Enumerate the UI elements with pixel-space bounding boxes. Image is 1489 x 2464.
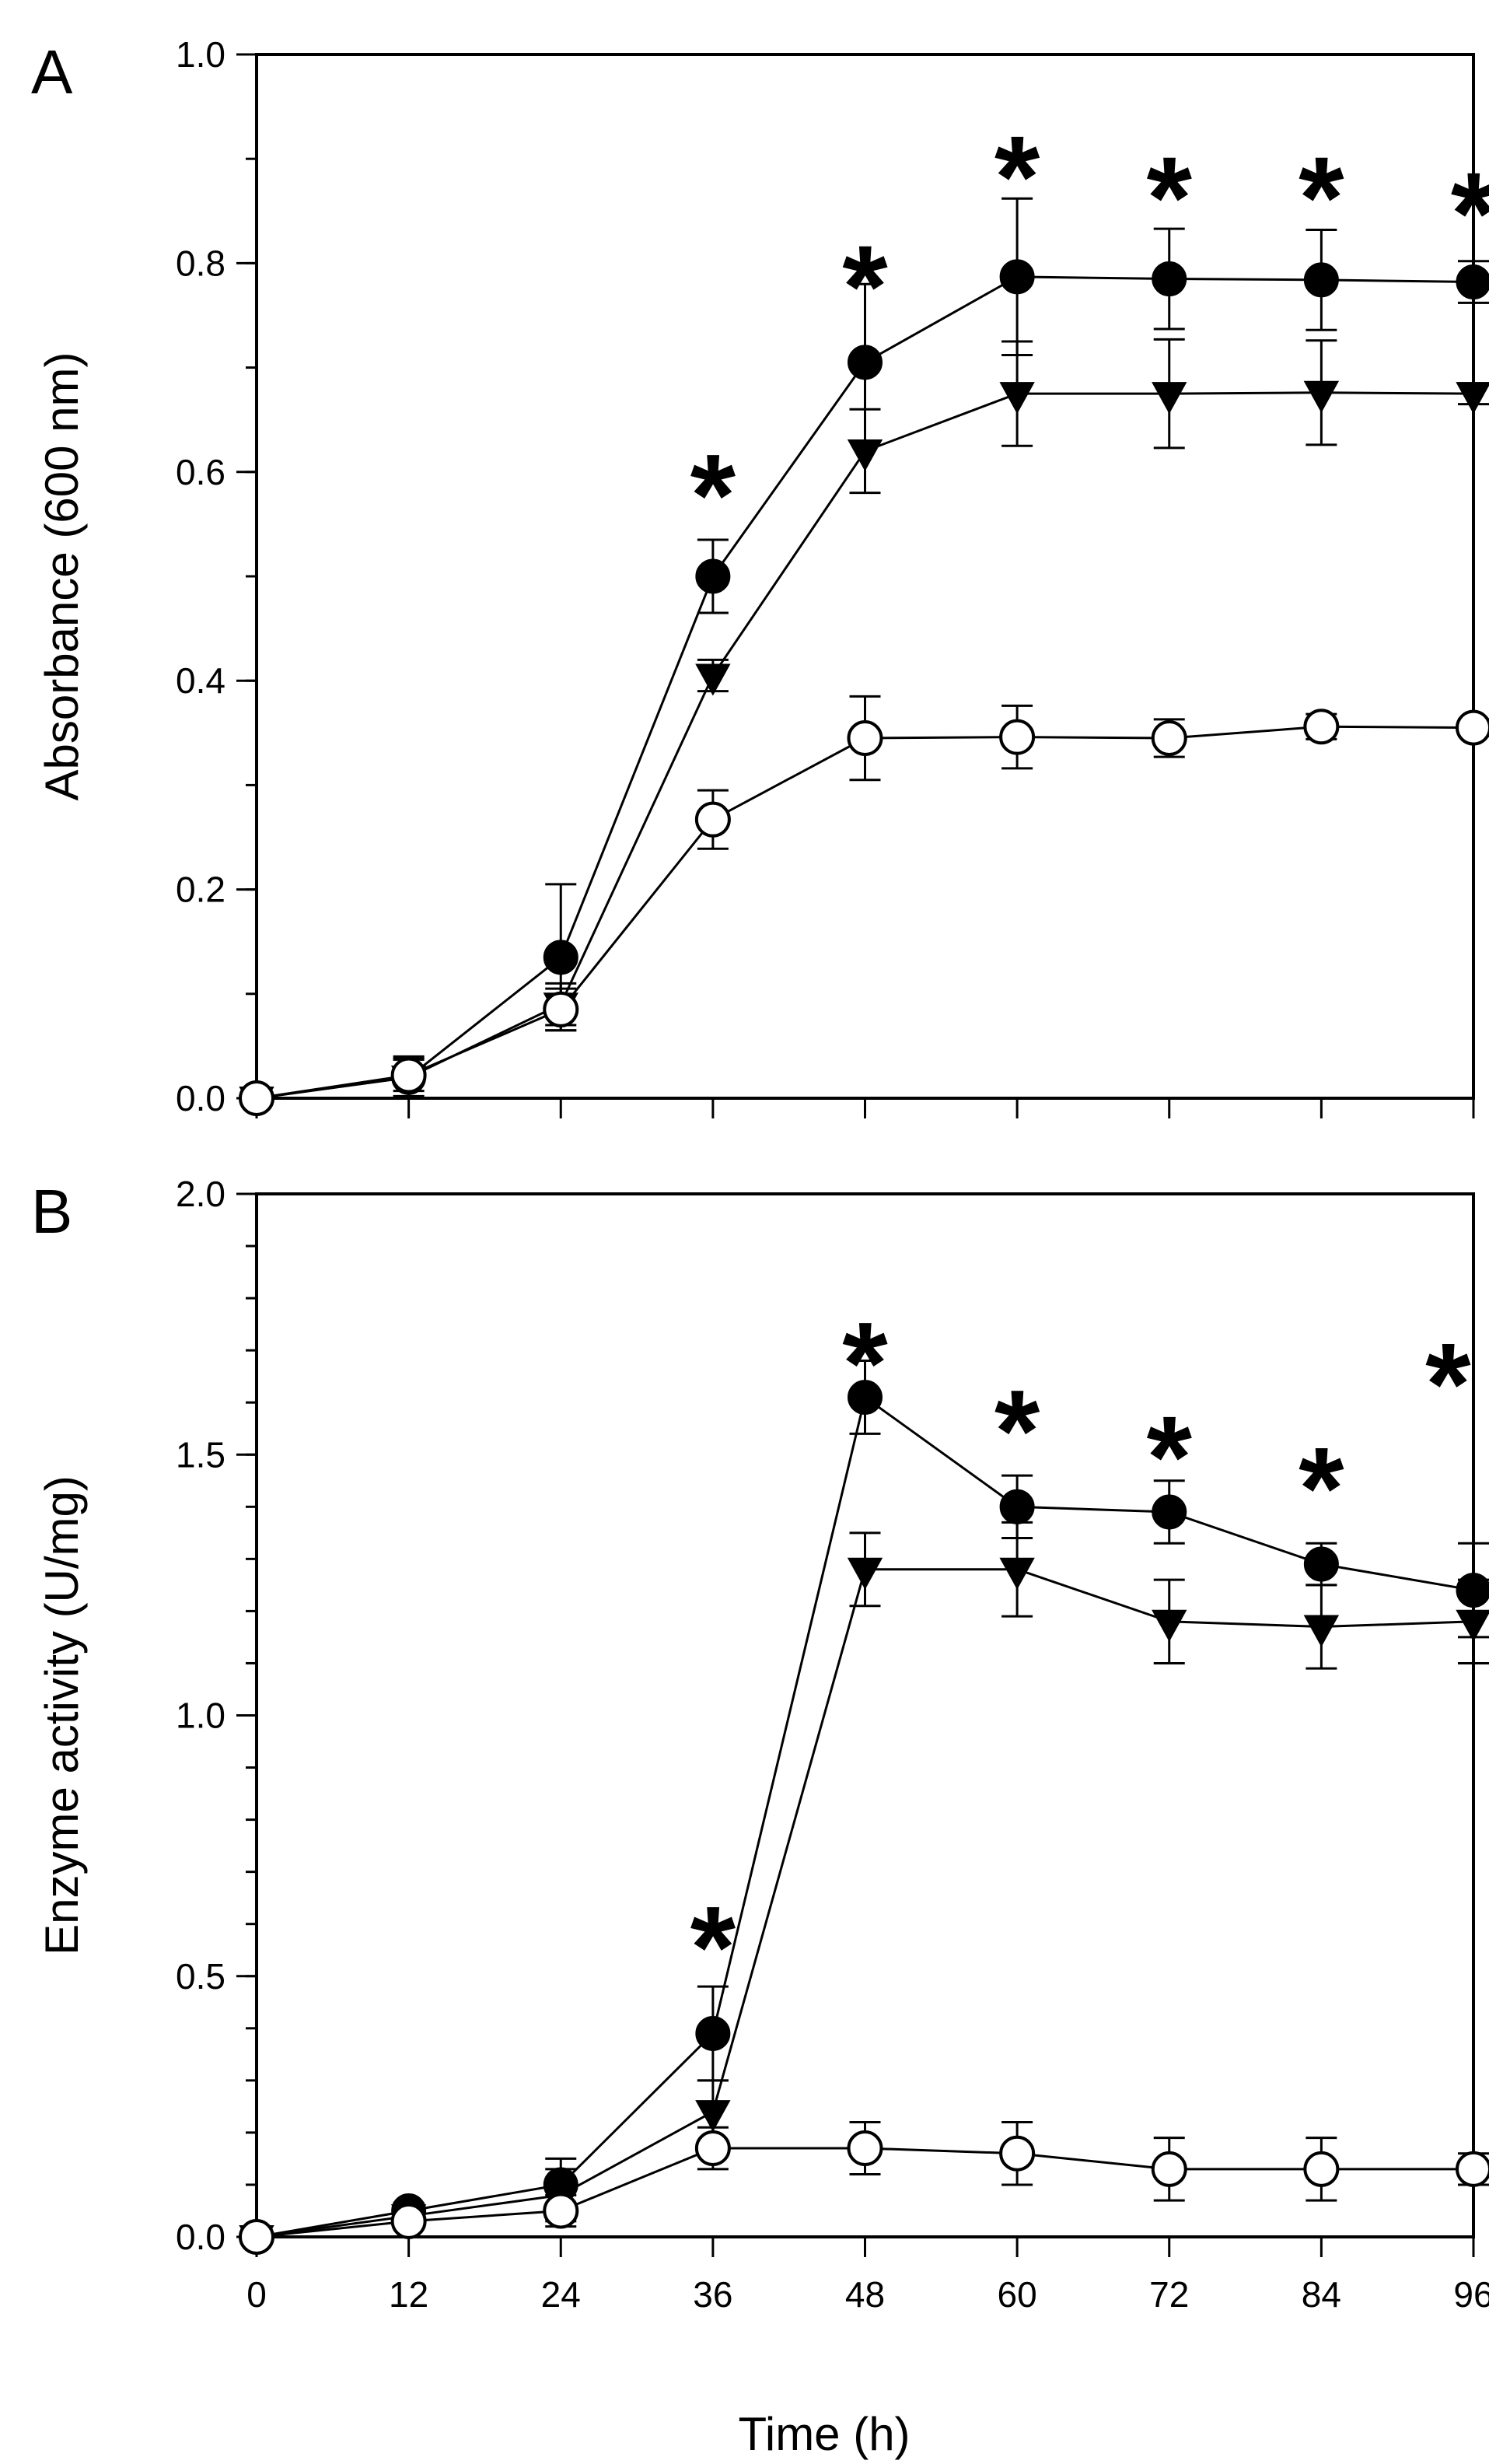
- significance-star: *: [1147, 132, 1193, 263]
- data-point-open-circle: [1456, 2151, 1489, 2187]
- significance-star: *: [690, 1881, 736, 2012]
- data-point-open-circle: [1456, 709, 1489, 746]
- data-point-open-circle: [239, 2219, 274, 2255]
- data-point-triangle: [695, 663, 731, 696]
- data-point-filled-circle: [999, 1489, 1035, 1524]
- significance-star: *: [1451, 148, 1489, 278]
- significance-star: *: [690, 429, 736, 560]
- y-tick-label: 0.5: [176, 1956, 225, 1997]
- data-point-filled-circle: [1456, 264, 1489, 300]
- data-point-open-circle: [847, 720, 883, 757]
- x-tick-label: 96: [1453, 2274, 1489, 2315]
- x-tick-label: 84: [1302, 2274, 1341, 2315]
- data-point-triangle: [847, 1557, 883, 1590]
- data-point-open-circle: [847, 2130, 883, 2167]
- x-tick-label: 36: [693, 2274, 732, 2315]
- y-tick-label: 0.4: [176, 660, 225, 701]
- data-point-triangle: [1456, 382, 1489, 415]
- y-tick-label: 0.2: [176, 870, 225, 910]
- panel-label: A: [31, 37, 73, 107]
- significance-star: *: [1425, 1318, 1471, 1449]
- y-tick-label: 0.6: [176, 452, 225, 492]
- data-point-open-circle: [999, 719, 1036, 755]
- data-point-open-circle: [999, 2135, 1036, 2172]
- data-point-open-circle: [239, 1080, 274, 1116]
- data-point-triangle: [1152, 1609, 1187, 1642]
- y-tick-label: 0.8: [176, 243, 225, 283]
- significance-star: *: [1299, 1423, 1344, 1553]
- data-point-triangle: [695, 2100, 731, 2133]
- data-point-triangle: [1303, 1615, 1340, 1647]
- data-point-filled-circle: [848, 1379, 883, 1415]
- significance-star: *: [842, 221, 888, 352]
- x-tick-label: 0: [246, 2274, 267, 2315]
- significance-star: *: [1147, 1391, 1193, 1522]
- x-tick-label: 12: [389, 2274, 428, 2315]
- data-point-open-circle: [390, 2203, 427, 2239]
- data-point-filled-circle: [999, 259, 1035, 295]
- data-point-open-circle: [694, 801, 731, 838]
- data-point-filled-circle: [1152, 1494, 1187, 1530]
- y-tick-label: 0.0: [176, 2217, 225, 2257]
- data-point-filled-circle: [1456, 1573, 1489, 1608]
- data-point-filled-circle: [695, 558, 731, 594]
- data-point-triangle: [847, 439, 883, 472]
- data-point-open-circle: [390, 1057, 427, 1094]
- panel-label: B: [31, 1177, 72, 1246]
- data-point-open-circle: [1303, 709, 1340, 745]
- y-tick-label: 1.0: [176, 34, 225, 75]
- panel-b: B Enzyme activity (U/mg) 0.0 0.5 1.0 1.5 2.0 0 1…: [31, 1174, 1489, 2315]
- data-point-open-circle: [1151, 720, 1187, 757]
- data-point-filled-circle: [543, 940, 578, 975]
- y-axis-title: Absorbance (600 nm): [36, 352, 88, 801]
- y-axis-title: Enzyme activity (U/mg): [36, 1475, 88, 1955]
- data-point-triangle: [999, 1557, 1035, 1590]
- data-point-open-circle: [543, 991, 579, 1027]
- x-tick-label: 24: [541, 2274, 581, 2315]
- data-point-open-circle: [543, 2193, 579, 2229]
- data-point-filled-circle: [848, 345, 883, 380]
- data-point-open-circle: [1303, 2151, 1340, 2187]
- significance-star: *: [1299, 132, 1344, 263]
- y-tick-label: 1.5: [176, 1434, 225, 1475]
- x-tick-label: 72: [1149, 2274, 1189, 2315]
- y-tick-label: 2.0: [176, 1174, 225, 1214]
- data-point-filled-circle: [1152, 261, 1187, 297]
- significance-star: *: [994, 111, 1040, 242]
- panel-a: A Absorbance (600 nm) 0.0 0.2 0.4 0.6 0.8 1.0 * *…: [31, 34, 1489, 1119]
- data-point-triangle: [1456, 1609, 1489, 1642]
- x-tick-label: 48: [845, 2274, 885, 2315]
- data-point-open-circle: [694, 2130, 731, 2167]
- data-point-filled-circle: [695, 2016, 731, 2052]
- y-tick-label: 1.0: [176, 1696, 225, 1736]
- x-axis-title: Time (h): [738, 2408, 910, 2460]
- data-point-triangle: [999, 382, 1035, 415]
- data-point-triangle: [1303, 380, 1340, 413]
- x-tick-label: 60: [998, 2274, 1037, 2315]
- data-point-filled-circle: [1303, 262, 1339, 298]
- y-tick-label: 0.0: [176, 1078, 225, 1118]
- significance-star: *: [994, 1365, 1040, 1496]
- data-point-open-circle: [1151, 2151, 1187, 2187]
- significance-star: *: [842, 1297, 888, 1428]
- data-point-triangle: [1152, 382, 1187, 415]
- data-point-filled-circle: [1303, 1546, 1339, 1582]
